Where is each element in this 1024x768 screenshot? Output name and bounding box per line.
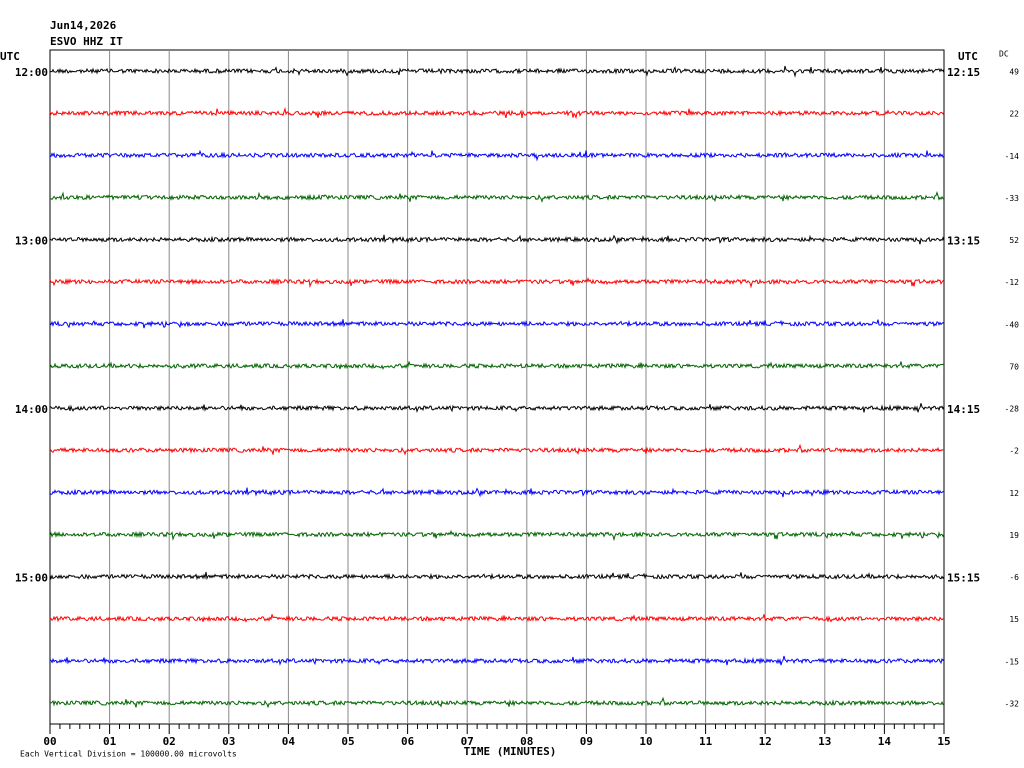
x-tick-label: 10: [639, 735, 652, 748]
dc-label: 12: [1009, 489, 1019, 498]
right-time-label: 12:15: [947, 66, 980, 79]
left-time-label: 14:00: [15, 403, 48, 416]
x-tick-label: 00: [43, 735, 56, 748]
trace: [49, 276, 945, 289]
trace: [49, 443, 945, 456]
trace: [49, 361, 945, 370]
left-time-label: 12:00: [15, 66, 48, 79]
trace: [49, 529, 945, 542]
dc-label: -32: [1005, 700, 1020, 709]
dc-label: -40: [1005, 320, 1020, 329]
right-time-label: 14:15: [947, 403, 980, 416]
trace: [49, 65, 945, 78]
dc-label: 49: [1009, 68, 1019, 77]
left-time-label: 15:00: [15, 572, 48, 585]
right-time-label: 13:15: [947, 235, 980, 248]
trace: [49, 655, 945, 666]
trace: [49, 319, 945, 329]
x-tick-label: 04: [282, 735, 296, 748]
x-tick-label: 06: [401, 735, 415, 748]
trace: [49, 190, 945, 203]
x-tick-label: 03: [222, 735, 235, 748]
trace: [49, 106, 945, 120]
dc-title: DC: [999, 50, 1009, 59]
right-axis-title: UTC: [958, 50, 978, 63]
x-tick-label: 11: [699, 735, 713, 748]
x-tick-label: 01: [103, 735, 117, 748]
trace: [49, 487, 945, 498]
trace: [49, 696, 945, 709]
left-axis-title: UTC: [0, 50, 20, 63]
x-tick-label: 15: [937, 735, 950, 748]
left-time-label: 13:00: [15, 235, 48, 248]
dc-label: -14: [1005, 152, 1020, 161]
dc-label: -28: [1005, 405, 1020, 414]
trace: [49, 234, 945, 245]
x-tick-label: 12: [759, 735, 772, 748]
trace: [49, 403, 945, 413]
x-tick-label: 13: [818, 735, 831, 748]
x-tick-label: 07: [461, 735, 474, 748]
dc-label: 52: [1009, 236, 1019, 245]
x-tick-label: 09: [580, 735, 593, 748]
dc-label: 22: [1009, 110, 1019, 119]
right-time-label: 15:15: [947, 572, 980, 585]
date: Jun14,2026: [50, 19, 117, 32]
dc-label: -15: [1005, 657, 1020, 666]
trace: [49, 571, 945, 581]
station: ESVO HHZ IT: [50, 35, 123, 48]
trace: [49, 149, 945, 162]
footer: Each Vertical Division = 100000.00 micro…: [20, 750, 237, 759]
dc-label: -33: [1005, 194, 1020, 203]
dc-label: -2: [1009, 447, 1019, 456]
x-tick-label: 02: [163, 735, 176, 748]
dc-label: -6: [1009, 573, 1019, 582]
trace: [49, 614, 945, 623]
x-axis-title: TIME (MINUTES): [464, 745, 557, 758]
x-tick-label: 05: [341, 735, 354, 748]
dc-label: -12: [1005, 278, 1020, 287]
x-tick-label: 08: [520, 735, 533, 748]
dc-label: 70: [1009, 362, 1019, 371]
dc-label: 19: [1009, 531, 1019, 540]
x-tick-label: 14: [878, 735, 892, 748]
dc-label: 15: [1009, 615, 1019, 624]
